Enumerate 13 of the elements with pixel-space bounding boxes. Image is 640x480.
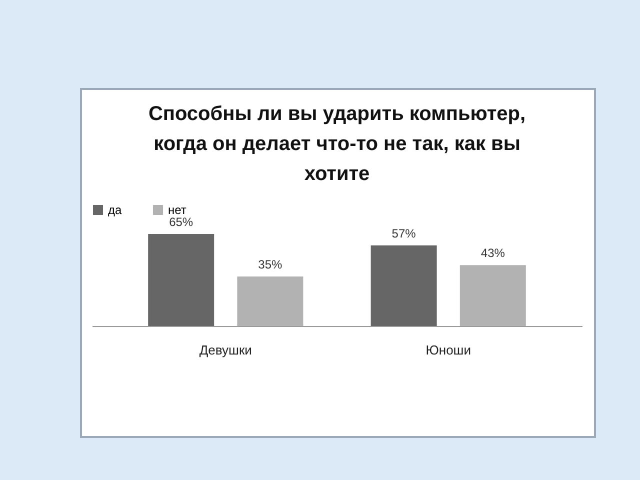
bar (460, 265, 526, 326)
bar (148, 234, 214, 326)
bar (237, 276, 304, 326)
data-label: 43% (480, 246, 506, 260)
data-label: 65% (169, 215, 194, 229)
data-label: 57% (392, 226, 416, 240)
x-tick-label: Девушки (199, 342, 252, 358)
x-tick-label: Юноши (426, 342, 471, 358)
data-label: 35% (258, 257, 283, 272)
bar (370, 245, 437, 326)
legend-label: да (108, 203, 122, 217)
chart-title: Способны ли вы ударить компьютер, когда он делает что-то не так, как вы хотите (148, 103, 526, 185)
legend-label: нет (168, 203, 187, 217)
